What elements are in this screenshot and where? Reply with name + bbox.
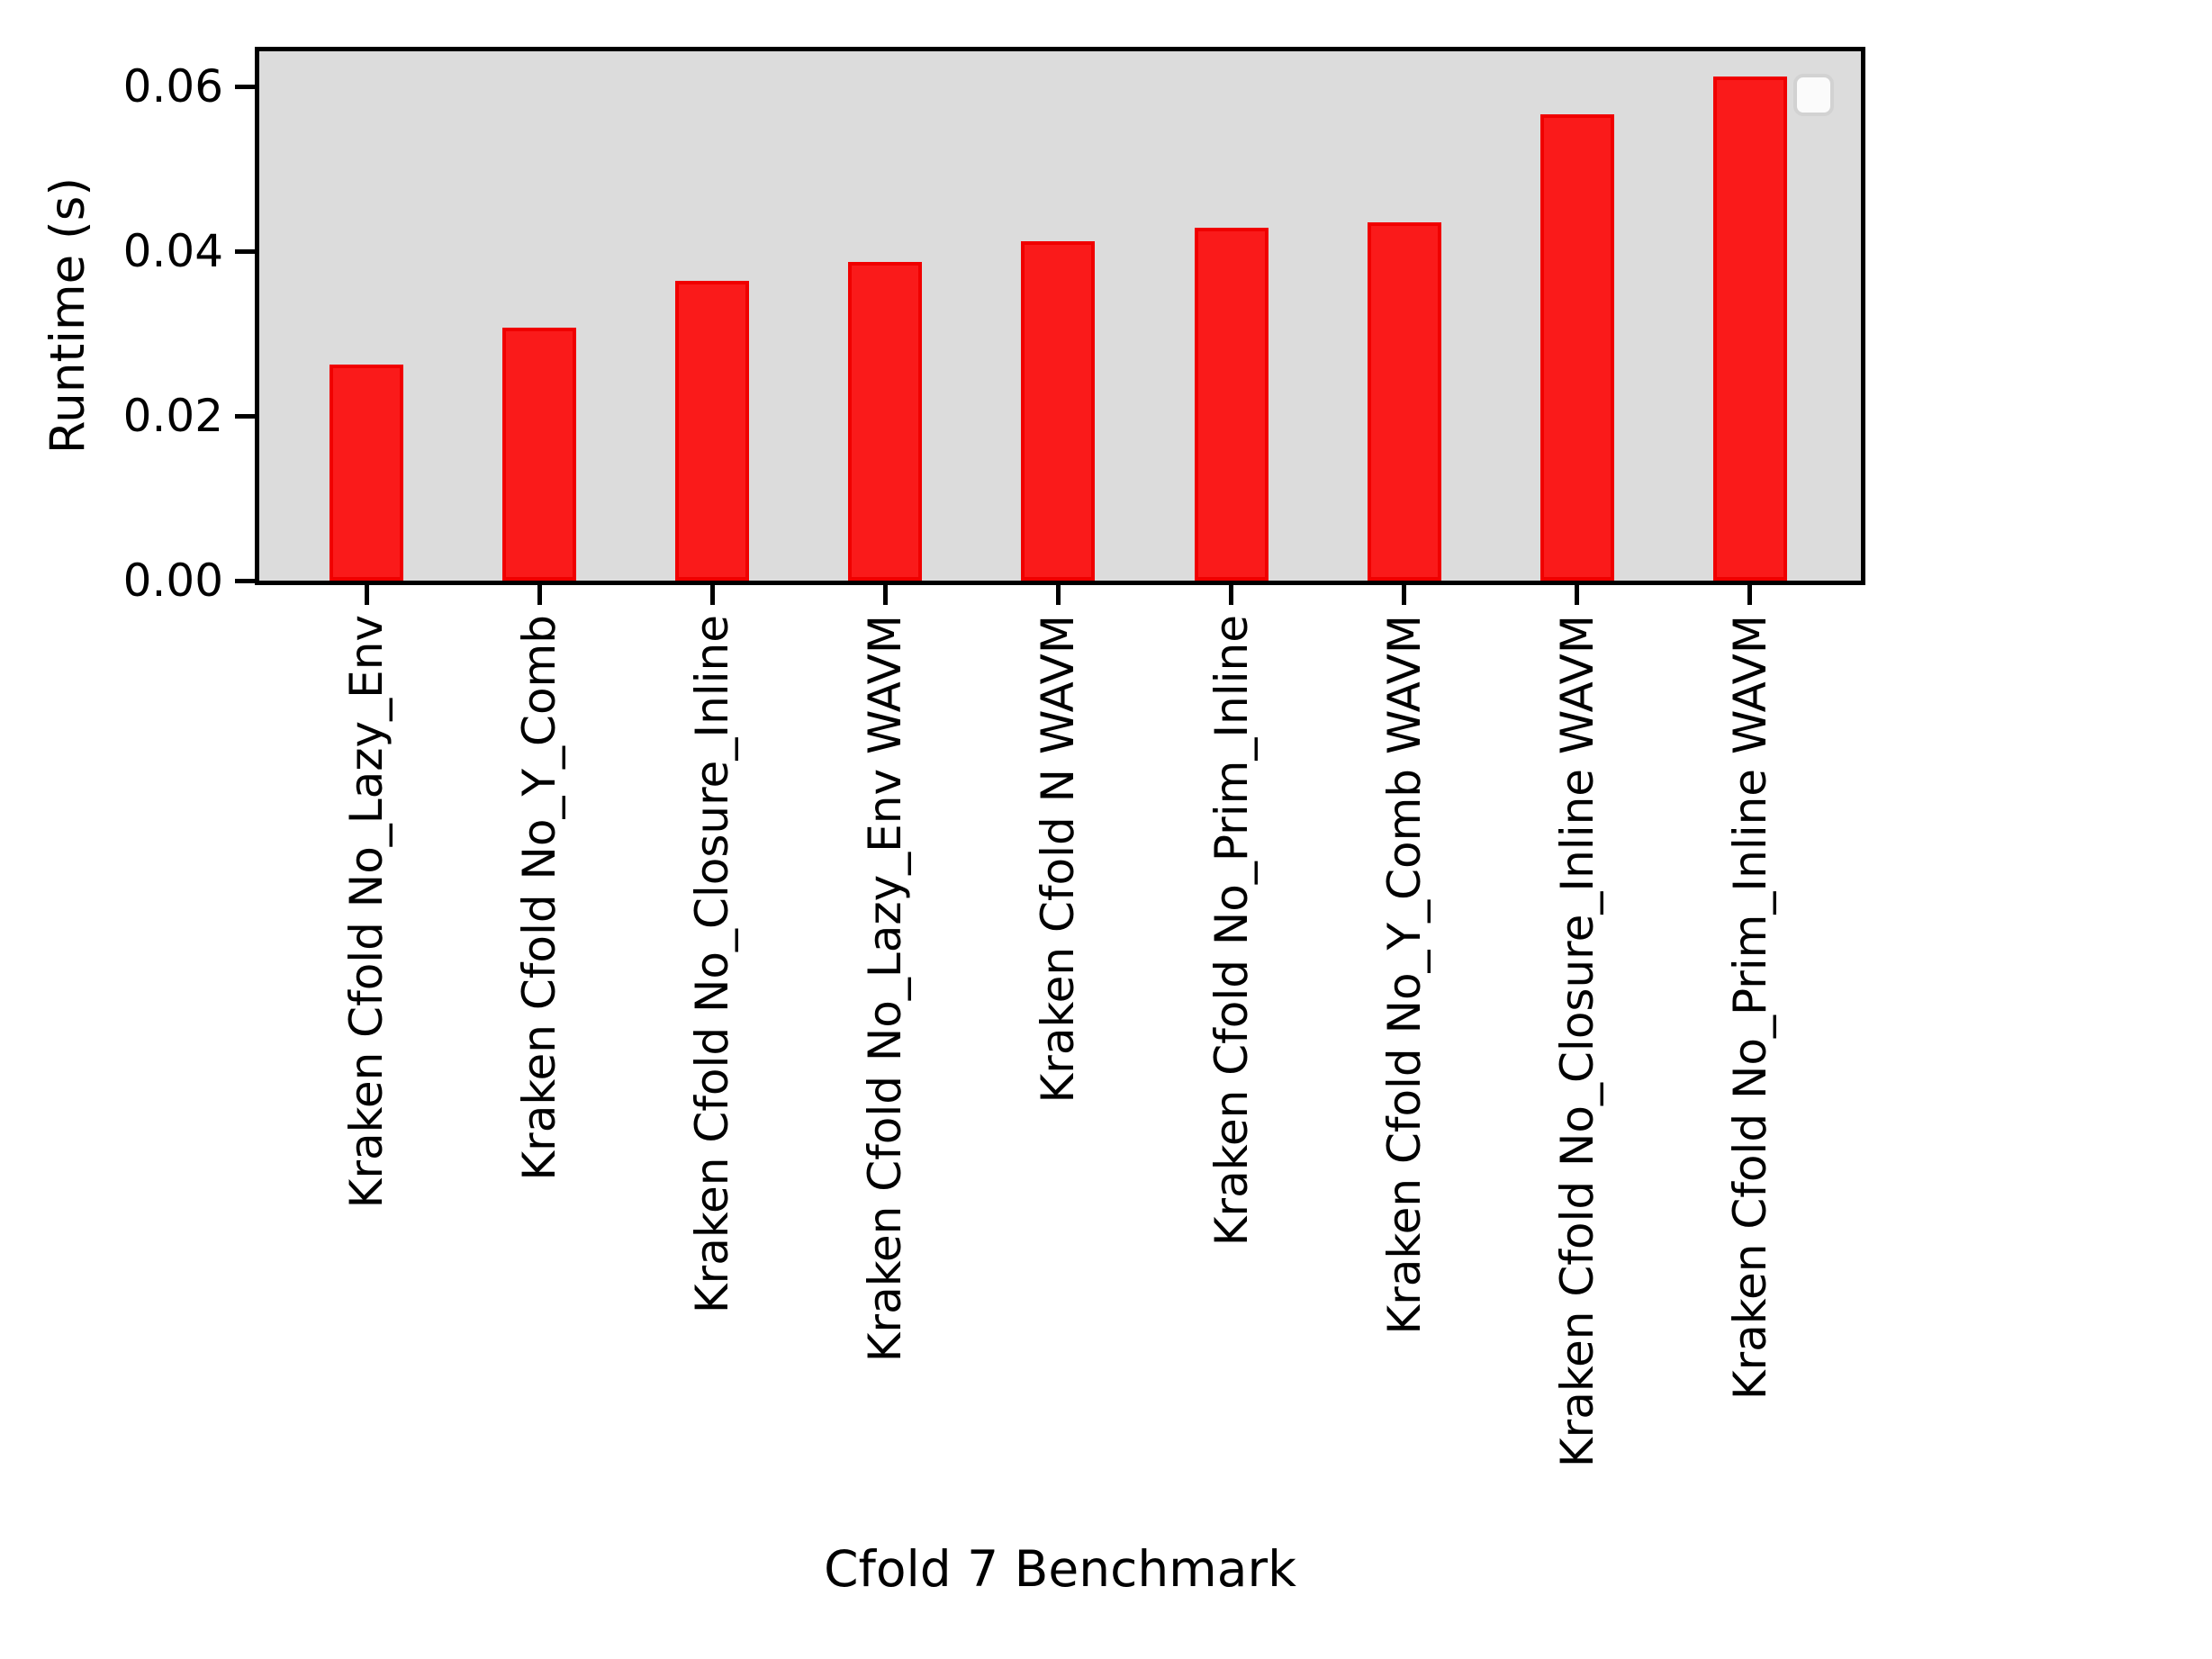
bar bbox=[1539, 113, 1614, 581]
x-tick bbox=[537, 585, 542, 605]
x-tick-label-text: Kraken Cfold No_Closure_Inline bbox=[685, 615, 738, 1314]
x-tick-label: Kraken Cfold No_Lazy_Env WAVM bbox=[859, 615, 912, 1366]
x-tick-label-text: Kraken Cfold N WAVM bbox=[1032, 615, 1085, 1104]
x-tick-label-text: Kraken Cfold No_Y_Comb bbox=[512, 615, 565, 1181]
y-tick bbox=[235, 84, 255, 89]
x-tick bbox=[882, 585, 888, 605]
x-tick-label: Kraken Cfold No_Prim_Inline WAVM bbox=[1723, 615, 1776, 1403]
x-tick bbox=[1747, 585, 1753, 605]
x-tick-label: Kraken Cfold N WAVM bbox=[1032, 615, 1085, 1106]
x-tick-label-text: Kraken Cfold No_Prim_Inline WAVM bbox=[1723, 615, 1776, 1401]
x-tick bbox=[364, 585, 369, 605]
x-tick bbox=[709, 585, 715, 605]
x-tick-label-text: Kraken Cfold No_Y_Comb WAVM bbox=[1377, 615, 1431, 1335]
y-tick-label: 0.06 bbox=[122, 60, 223, 113]
y-axis-label-wrap: Runtime (s) bbox=[41, 51, 95, 581]
y-tick bbox=[235, 248, 255, 254]
x-tick-label-text: Kraken Cfold No_Lazy_Env WAVM bbox=[859, 615, 912, 1363]
x-tick bbox=[1402, 585, 1407, 605]
x-tick-label: Kraken Cfold No_Y_Comb bbox=[512, 615, 565, 1185]
y-tick bbox=[235, 413, 255, 419]
y-tick-label: 0.04 bbox=[122, 225, 223, 278]
x-tick-label-text: Kraken Cfold No_Prim_Inline bbox=[1205, 615, 1258, 1247]
bar bbox=[1021, 241, 1096, 581]
x-tick-label: Kraken Cfold No_Lazy_Env bbox=[339, 615, 393, 1212]
legend-box bbox=[1793, 74, 1834, 116]
x-tick-label: Kraken Cfold No_Closure_Inline bbox=[685, 615, 738, 1317]
x-tick bbox=[1575, 585, 1580, 605]
x-tick bbox=[1229, 585, 1233, 605]
bar bbox=[1194, 227, 1269, 581]
y-tick-label: 0.02 bbox=[122, 390, 223, 443]
x-tick-label: Kraken Cfold No_Closure_Inline WAVM bbox=[1550, 615, 1603, 1471]
bar bbox=[1712, 77, 1787, 581]
bar bbox=[675, 281, 750, 581]
bar bbox=[1367, 222, 1441, 581]
x-tick bbox=[1055, 585, 1061, 605]
y-tick bbox=[235, 578, 255, 583]
x-tick-label: Kraken Cfold No_Y_Comb WAVM bbox=[1377, 615, 1431, 1339]
bar bbox=[330, 365, 403, 581]
bar bbox=[848, 262, 923, 581]
plot-area bbox=[255, 47, 1865, 585]
bar bbox=[502, 328, 577, 581]
x-axis-label: Cfold 7 Benchmark bbox=[824, 1540, 1296, 1598]
x-tick-label-text: Kraken Cfold No_Closure_Inline WAVM bbox=[1550, 615, 1603, 1468]
x-tick-label: Kraken Cfold No_Prim_Inline bbox=[1205, 615, 1258, 1249]
x-tick-label-text: Kraken Cfold No_Lazy_Env bbox=[339, 615, 393, 1209]
y-tick-label: 0.00 bbox=[122, 555, 223, 607]
